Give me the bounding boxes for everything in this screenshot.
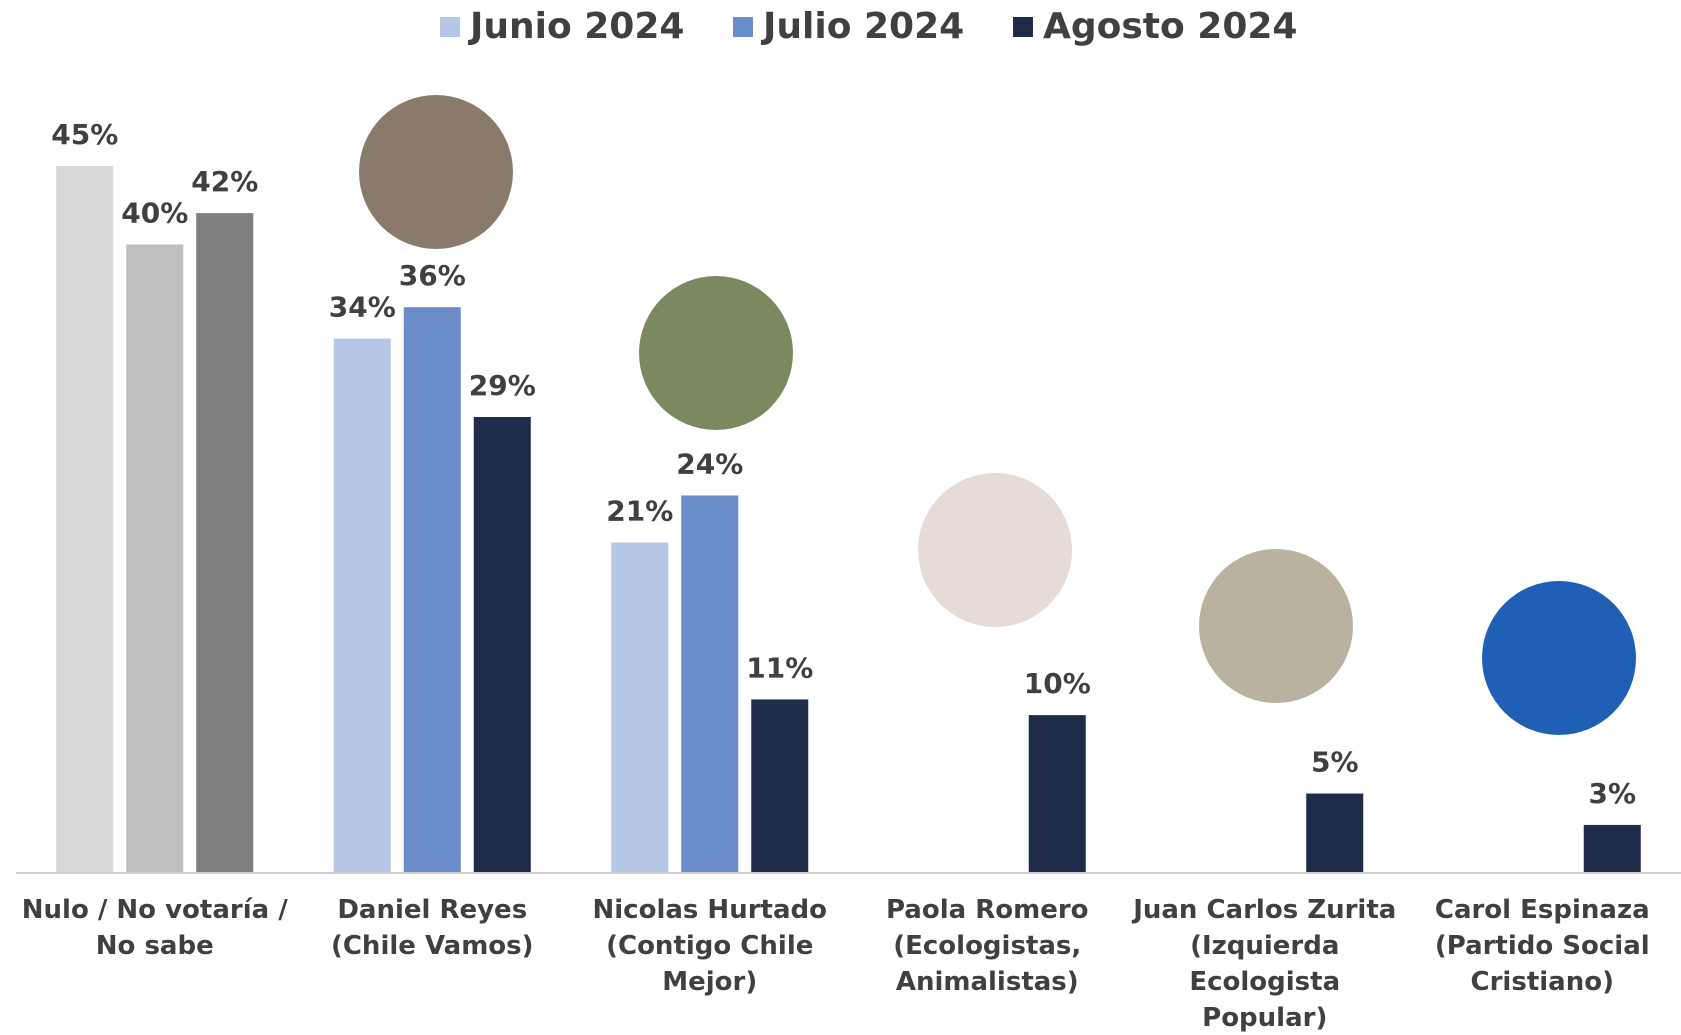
value-label: 3% — [1588, 777, 1636, 810]
bar — [126, 244, 184, 872]
bar — [1028, 715, 1086, 872]
x-tick-label: Nulo / No votaría / No sabe — [21, 895, 288, 961]
x-tick-label: Carol Espinaza (Partido Social Cristiano… — [1434, 895, 1650, 997]
value-label: 36% — [399, 259, 466, 292]
bar — [333, 338, 391, 873]
bar — [403, 307, 461, 872]
value-label: 10% — [1024, 667, 1091, 700]
photos — [359, 95, 1636, 735]
photo — [359, 95, 513, 249]
bar — [473, 417, 531, 872]
value-label: 29% — [469, 369, 536, 402]
legend-label: Julio 2024 — [760, 6, 964, 47]
value-label: 5% — [1311, 746, 1359, 779]
bar — [681, 495, 739, 872]
value-label: 34% — [329, 291, 396, 324]
bar — [611, 542, 669, 872]
value-label: 42% — [191, 165, 258, 198]
x-tick-label: Juan Carlos Zurita (Izquierda Ecologista… — [1133, 895, 1397, 1033]
bar — [1583, 824, 1641, 872]
bar — [751, 699, 809, 872]
photo — [918, 473, 1072, 627]
photo — [1482, 581, 1636, 735]
value-label: 21% — [606, 495, 673, 528]
legend-swatch — [733, 17, 753, 37]
value-label: 11% — [746, 651, 813, 684]
value-label: 40% — [121, 196, 188, 229]
legend-swatch — [1013, 17, 1033, 37]
x-tick-label: Paola Romero (Ecologistas, Animalistas) — [885, 895, 1089, 997]
bar — [56, 166, 114, 872]
legend-label: Junio 2024 — [467, 6, 684, 47]
photo — [639, 276, 793, 430]
legend-label: Agosto 2024 — [1043, 6, 1297, 47]
photo — [1199, 549, 1353, 703]
bar — [196, 213, 254, 873]
bar — [1306, 793, 1364, 872]
x-tick-label: Daniel Reyes (Chile Vamos) — [330, 895, 534, 961]
value-label: 45% — [51, 118, 118, 151]
legend-swatch — [440, 17, 460, 37]
value-label: 24% — [676, 447, 743, 480]
x-tick-label: Nicolas Hurtado (Contigo Chile Mejor) — [592, 895, 827, 997]
